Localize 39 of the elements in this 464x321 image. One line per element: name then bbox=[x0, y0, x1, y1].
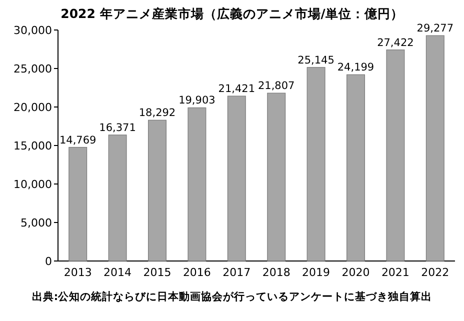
source-note: 出典:公知の統計ならびに日本動画協会が行っているアンケートに基づき独自算出 bbox=[32, 290, 432, 303]
data-label: 21,807 bbox=[258, 80, 295, 92]
data-label: 14,769 bbox=[59, 134, 96, 146]
chart-title: 2022 年アニメ産業市場（広義のアニメ市場/単位：億円） bbox=[60, 6, 404, 21]
bar bbox=[227, 96, 246, 262]
y-tick-label: 25,000 bbox=[14, 62, 52, 76]
x-tick-label: 2017 bbox=[222, 266, 251, 279]
y-tick-label: 15,000 bbox=[14, 140, 52, 152]
x-tick-label: 2018 bbox=[262, 266, 290, 279]
data-label: 21,421 bbox=[218, 83, 256, 96]
x-tick-label: 2022 bbox=[421, 266, 450, 279]
data-label: 29,277 bbox=[416, 22, 454, 35]
x-tick-label: 2014 bbox=[104, 266, 132, 279]
bar bbox=[386, 50, 405, 262]
bar bbox=[148, 120, 166, 262]
bar bbox=[188, 107, 206, 262]
y-tick-label: 5,000 bbox=[20, 216, 52, 230]
y-tick-label: 10,000 bbox=[14, 178, 52, 191]
x-tick-label: 2021 bbox=[381, 266, 410, 279]
data-label: 19,903 bbox=[178, 94, 216, 107]
x-tick-label: 2019 bbox=[302, 266, 330, 279]
bar bbox=[267, 92, 286, 262]
data-label: 24,199 bbox=[337, 62, 374, 74]
data-label: 18,292 bbox=[138, 107, 176, 120]
data-label: 25,145 bbox=[298, 54, 334, 66]
x-tick-label: 2020 bbox=[342, 266, 370, 279]
data-label: 16,371 bbox=[99, 122, 136, 134]
bar bbox=[306, 67, 326, 262]
x-tick-label: 2016 bbox=[182, 266, 211, 279]
bar bbox=[346, 74, 365, 262]
y-tick-label: 20,000 bbox=[14, 101, 52, 114]
x-tick-label: 2013 bbox=[64, 266, 92, 279]
bar bbox=[68, 146, 88, 262]
bar bbox=[426, 35, 444, 262]
bar bbox=[108, 134, 127, 262]
y-tick-label: 0 bbox=[45, 255, 52, 268]
data-label: 27,422 bbox=[377, 36, 414, 49]
x-tick-label: 2015 bbox=[143, 266, 172, 279]
y-tick-label: 30,000 bbox=[14, 24, 52, 37]
